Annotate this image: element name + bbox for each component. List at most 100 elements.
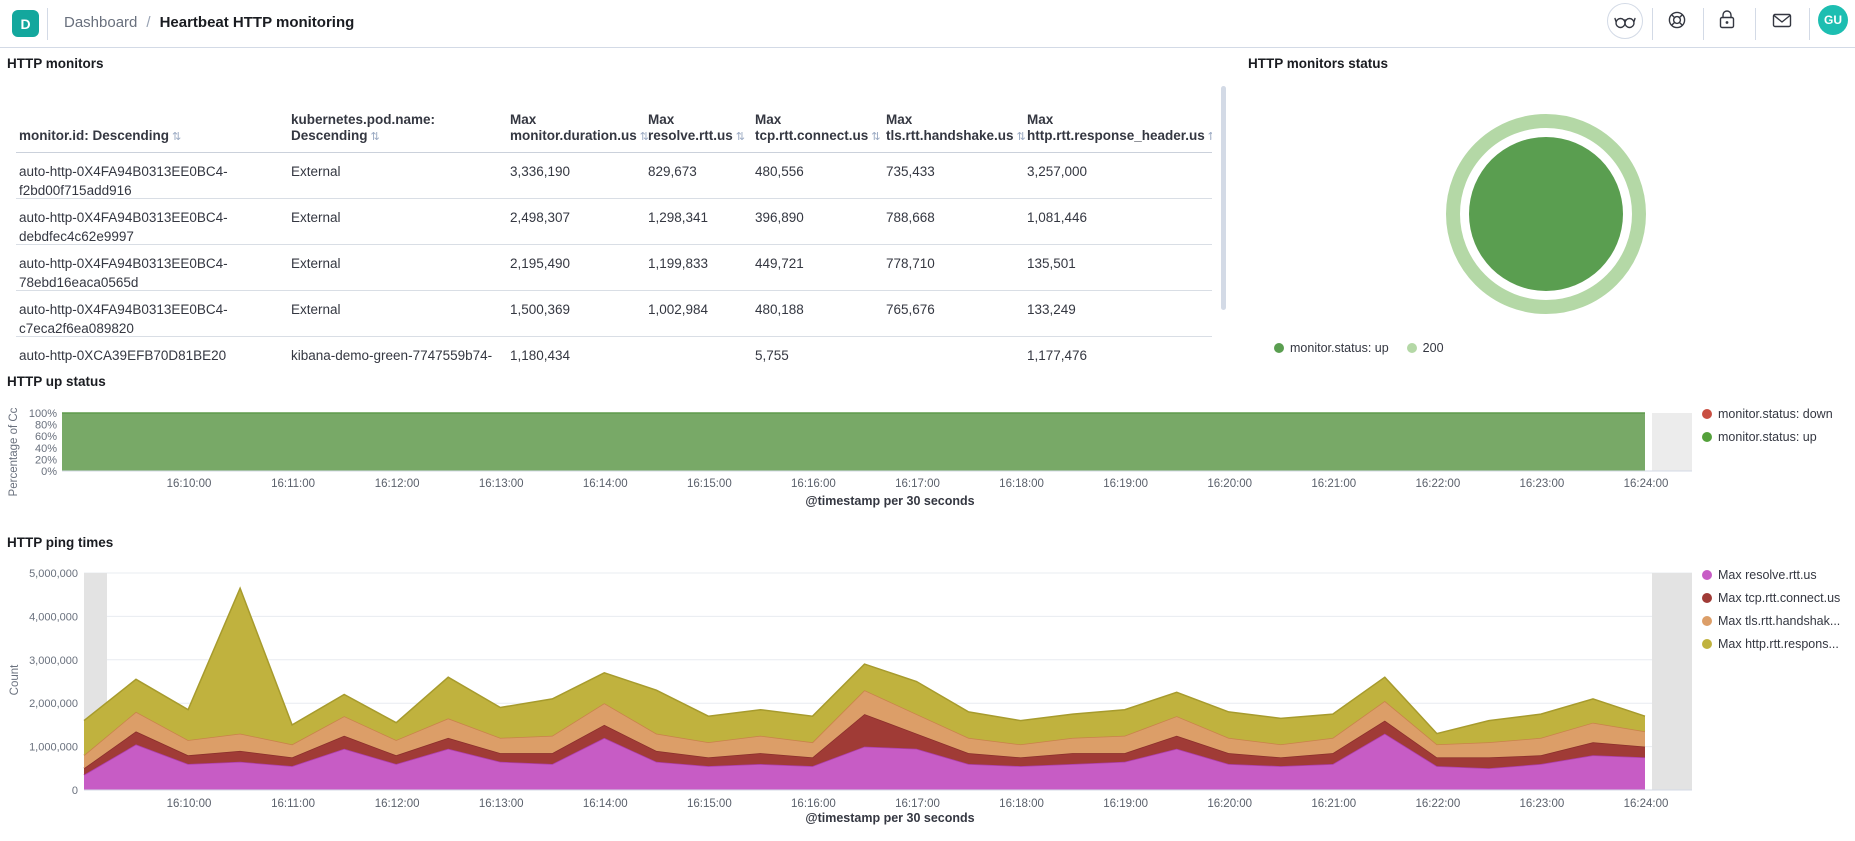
inspect-glasses-icon[interactable] bbox=[1607, 3, 1643, 39]
sort-icon: ⇅ bbox=[639, 131, 649, 143]
ping-chart-x-axis-title: @timestamp per 30 seconds bbox=[805, 811, 975, 825]
svg-text:16:20:00: 16:20:00 bbox=[1207, 798, 1252, 810]
divider bbox=[1755, 8, 1756, 40]
svg-text:16:24:00: 16:24:00 bbox=[1624, 798, 1669, 810]
legend-label: monitor.status: up bbox=[1290, 341, 1389, 355]
sort-icon: ⇅ bbox=[1208, 131, 1212, 143]
legend-item[interactable]: Max resolve.rtt.us bbox=[1702, 568, 1840, 582]
help-life-ring-icon[interactable] bbox=[1660, 3, 1694, 37]
column-header[interactable]: Max tcp.rtt.connect.us ⇅ bbox=[755, 112, 881, 143]
svg-text:16:12:00: 16:12:00 bbox=[375, 798, 420, 810]
column-header[interactable]: kubernetes.pod.name: Descending ⇅ bbox=[291, 112, 436, 143]
table-cell: External bbox=[291, 210, 341, 225]
svg-text:16:18:00: 16:18:00 bbox=[999, 478, 1044, 490]
table-cell: 135,501 bbox=[1027, 256, 1076, 271]
legend-label: 200 bbox=[1422, 341, 1444, 355]
svg-text:16:14:00: 16:14:00 bbox=[583, 478, 628, 490]
table-cell: auto-http-0X4FA94B0313EE0BC4-78ebd16eaca… bbox=[19, 256, 228, 290]
up-chart-legend: monitor.status: down monitor.status: up bbox=[1702, 407, 1833, 444]
legend-label: monitor.status: up bbox=[1718, 430, 1817, 444]
svg-text:20%: 20% bbox=[35, 454, 57, 466]
top-bar: D Dashboard / Heartbeat HTTP monitoring bbox=[0, 0, 1855, 48]
table-scrollbar[interactable] bbox=[1221, 86, 1226, 310]
legend-item[interactable]: Max tls.rtt.handshak... bbox=[1702, 614, 1840, 628]
legend-label: Max tcp.rtt.connect.us bbox=[1718, 591, 1841, 605]
deployment-logo[interactable]: D bbox=[12, 10, 39, 37]
legend-dot bbox=[1702, 593, 1712, 603]
legend-label: monitor.status: down bbox=[1718, 407, 1833, 421]
legend-item[interactable]: Max tcp.rtt.connect.us bbox=[1702, 591, 1840, 605]
column-header[interactable]: Max http.rtt.response_header.us⇅ bbox=[1024, 112, 1212, 152]
table-row: auto-http-0X4FA94B0313EE0BC4-debdfec4c62… bbox=[16, 199, 1212, 245]
divider bbox=[1703, 8, 1704, 40]
table-cell: 1,081,446 bbox=[1027, 210, 1088, 225]
svg-text:16:13:00: 16:13:00 bbox=[479, 478, 524, 490]
breadcrumb-dashboard[interactable]: Dashboard bbox=[64, 14, 138, 31]
table-cell: 1,002,984 bbox=[648, 302, 709, 317]
column-header[interactable]: Max tls.rtt.handshake.us ⇅ bbox=[886, 112, 1026, 143]
svg-text:16:16:00: 16:16:00 bbox=[791, 798, 836, 810]
breadcrumb-separator: / bbox=[146, 14, 151, 31]
panel-title-http-up-status: HTTP up status bbox=[7, 374, 106, 389]
legend-label: Max resolve.rtt.us bbox=[1718, 568, 1817, 582]
svg-text:16:11:00: 16:11:00 bbox=[271, 798, 315, 810]
table-cell: auto-http-0X4FA94B0313EE0BC4-c7eca2f6ea0… bbox=[19, 302, 228, 336]
monitors-status-donut-chart[interactable] bbox=[1243, 98, 1855, 348]
svg-text:16:17:00: 16:17:00 bbox=[895, 798, 940, 810]
svg-text:4,000,000: 4,000,000 bbox=[29, 611, 78, 623]
legend-item[interactable]: 200 bbox=[1406, 341, 1444, 355]
divider bbox=[47, 8, 48, 40]
svg-text:0: 0 bbox=[72, 785, 78, 797]
table-cell: auto-http-0XCA39EFB70D81BE20 bbox=[19, 348, 227, 363]
legend-dot bbox=[1702, 409, 1712, 419]
table-row: auto-http-0X4FA94B0313EE0BC4-78ebd16eaca… bbox=[16, 245, 1212, 291]
legend-item[interactable]: monitor.status: down bbox=[1702, 407, 1833, 421]
legend-item[interactable]: monitor.status: up bbox=[1702, 430, 1833, 444]
column-header[interactable]: monitor.id: Descending ⇅ bbox=[19, 128, 182, 143]
up-chart-x-axis-title: @timestamp per 30 seconds bbox=[805, 494, 975, 508]
table-cell: External bbox=[291, 164, 341, 179]
donut-legend: monitor.status: up 200 bbox=[1274, 341, 1444, 355]
table-cell: 1,177,476 bbox=[1027, 348, 1088, 363]
table-cell: 5,755 bbox=[755, 348, 789, 363]
table-cell: 778,710 bbox=[886, 256, 935, 271]
divider bbox=[1652, 8, 1653, 40]
mail-icon[interactable] bbox=[1765, 3, 1799, 37]
table-cell: 2,498,307 bbox=[510, 210, 571, 225]
svg-text:100%: 100% bbox=[29, 408, 57, 420]
svg-text:16:10:00: 16:10:00 bbox=[167, 478, 212, 490]
legend-label: Max tls.rtt.handshak... bbox=[1718, 614, 1841, 628]
svg-text:16:19:00: 16:19:00 bbox=[1103, 478, 1148, 490]
table-cell: 1,500,369 bbox=[510, 302, 571, 317]
svg-text:16:14:00: 16:14:00 bbox=[583, 798, 628, 810]
lock-icon[interactable] bbox=[1710, 3, 1744, 37]
column-header[interactable]: Max resolve.rtt.us ⇅ bbox=[648, 112, 746, 143]
legend-item[interactable]: monitor.status: up bbox=[1274, 341, 1389, 355]
panel-title-http-ping-times: HTTP ping times bbox=[7, 535, 114, 550]
svg-text:16:13:00: 16:13:00 bbox=[479, 798, 524, 810]
table-cell: 765,676 bbox=[886, 302, 935, 317]
legend-label: Max http.rtt.respons... bbox=[1718, 637, 1839, 651]
table-cell: 449,721 bbox=[755, 256, 804, 271]
column-header[interactable]: Max monitor.duration.us ⇅ bbox=[510, 112, 649, 143]
table-cell: auto-http-0X4FA94B0313EE0BC4-debdfec4c62… bbox=[19, 210, 228, 244]
svg-text:16:18:00: 16:18:00 bbox=[999, 798, 1044, 810]
ping-times-area-chart[interactable]: 5,000,000 4,000,000 3,000,000 2,000,000 1,00… bbox=[0, 556, 1700, 841]
table-cell: 2,195,490 bbox=[510, 256, 571, 271]
table-cell: 3,257,000 bbox=[1027, 164, 1088, 179]
breadcrumb: Dashboard / Heartbeat HTTP monitoring bbox=[64, 14, 354, 31]
legend-item[interactable]: Max http.rtt.respons... bbox=[1702, 637, 1840, 651]
panel-title-http-monitors-status: HTTP monitors status bbox=[1248, 56, 1389, 71]
svg-text:16:10:00: 16:10:00 bbox=[167, 798, 212, 810]
ping-chart-legend: Max resolve.rtt.us Max tcp.rtt.connect.us… bbox=[1702, 568, 1840, 651]
up-status-area-chart[interactable]: 100%80%60%40%20%0% 16:10:00 16:11:00 16:12:… bbox=[0, 400, 1700, 510]
svg-text:16:20:00: 16:20:00 bbox=[1207, 478, 1252, 490]
svg-text:16:11:00: 16:11:00 bbox=[271, 478, 315, 490]
table-cell: 133,249 bbox=[1027, 302, 1076, 317]
sort-icon: ⇅ bbox=[172, 131, 182, 143]
user-avatar[interactable]: GU bbox=[1818, 5, 1848, 35]
svg-text:16:19:00: 16:19:00 bbox=[1103, 798, 1148, 810]
legend-dot bbox=[1274, 343, 1284, 353]
table-cell: 788,668 bbox=[886, 210, 935, 225]
panel-title-http-monitors: HTTP monitors bbox=[7, 56, 104, 71]
